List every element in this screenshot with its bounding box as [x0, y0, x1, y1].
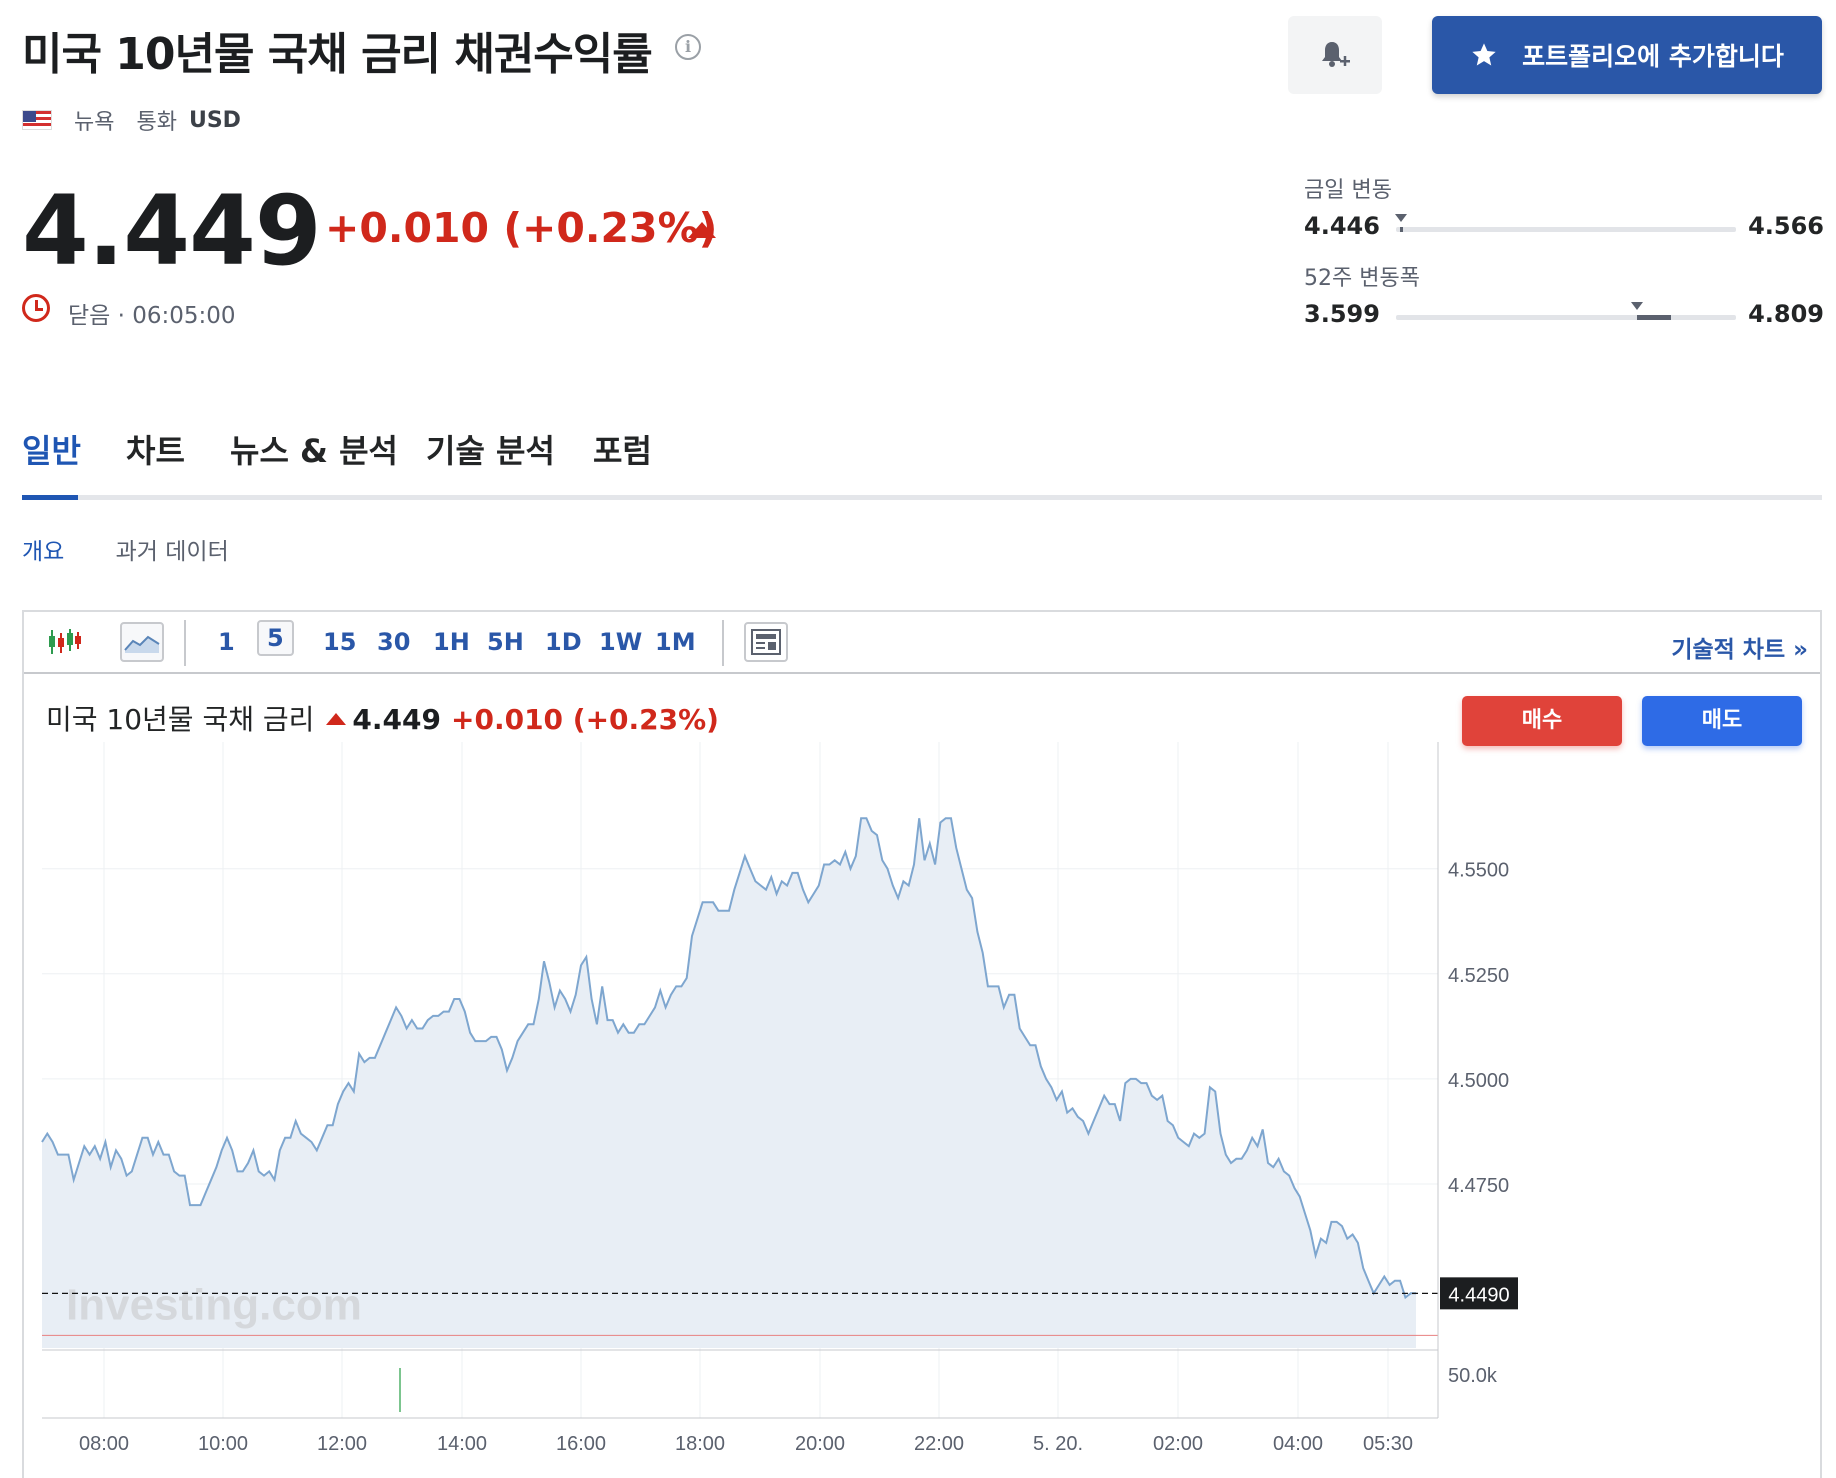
toolbar-separator	[184, 620, 186, 666]
subtab-overview[interactable]: 개요	[22, 539, 65, 565]
x-tick-label: 22:00	[914, 1433, 964, 1455]
star-icon	[1472, 43, 1496, 66]
chart-header: 미국 10년물 국채 금리 4.449 +0.010 (+0.23%)	[46, 698, 719, 738]
x-tick-label: 02:00	[1153, 1433, 1203, 1455]
up-arrow-icon	[688, 222, 716, 238]
info-icon[interactable]: i	[675, 34, 701, 60]
tab-forum[interactable]: 포럼	[593, 432, 652, 470]
add-to-portfolio-label: 포트폴리오에 추가합니다	[1522, 42, 1784, 71]
y-tick-label: 4.4750	[1448, 1175, 1509, 1197]
week52-range-high: 4.809	[1748, 300, 1824, 328]
current-price-label: 4.4490	[1448, 1284, 1509, 1306]
week52-range-fill	[1637, 315, 1671, 320]
last-price: 4.449	[22, 175, 322, 287]
interval-5h[interactable]: 5H	[487, 628, 524, 656]
x-tick-label: 10:00	[198, 1433, 248, 1455]
page-title: 미국 10년물 국채 금리 채권수익률	[22, 29, 653, 80]
up-arrow-icon	[326, 713, 347, 725]
day-range-marker	[1395, 214, 1407, 222]
interval-1m[interactable]: 1M	[655, 628, 696, 656]
price-chart[interactable]: Investing.com 4.4490 4.5500 4.5250 4.5000 4.4…	[24, 612, 1822, 1478]
sub-tabs: 개요 과거 데이터	[22, 532, 273, 566]
currency-label: 통화	[136, 110, 177, 135]
price-change: +0.010 (+0.23%)	[325, 204, 718, 252]
chart-toolbar: 1 5 15 30 1H 5H 1D 1W 1M 기술적 차트 »	[24, 612, 1820, 674]
x-tick-label: 16:00	[556, 1433, 606, 1455]
day-range-high: 4.566	[1748, 212, 1824, 240]
y-tick-label: 4.5000	[1448, 1070, 1509, 1092]
day-range-fill	[1400, 227, 1403, 232]
bell-plus-icon	[1322, 42, 1350, 67]
week52-range: 52주 변동폭 3.599 4.809	[1304, 260, 1824, 330]
us-flag-icon	[22, 110, 52, 130]
news-panel-icon[interactable]	[744, 622, 788, 662]
x-tick-label: 20:00	[795, 1433, 845, 1455]
clock-icon	[22, 294, 50, 322]
series-line	[41, 817, 1416, 1300]
day-range: 금일 변동 4.446 4.566	[1304, 172, 1824, 242]
sell-button[interactable]: 매도	[1642, 696, 1802, 746]
x-tick-label: 14:00	[437, 1433, 487, 1455]
market-name: 뉴욕	[74, 110, 115, 135]
subtab-historical-data[interactable]: 과거 데이터	[115, 539, 229, 565]
market-status: 닫음 · 06:05:00	[68, 303, 236, 329]
tab-news-analysis[interactable]: 뉴스 & 분석	[230, 432, 398, 470]
chart-instrument-name: 미국 10년물 국채 금리	[46, 703, 315, 736]
instrument-meta: 뉴욕 통화 USD	[22, 104, 241, 136]
alert-button[interactable]	[1288, 16, 1382, 94]
x-tick-label: 5. 20.	[1033, 1433, 1083, 1455]
y-tick-label: 4.5500	[1448, 860, 1509, 882]
technical-chart-link[interactable]: 기술적 차트 »	[1671, 637, 1808, 663]
day-range-label: 금일 변동	[1304, 178, 1392, 203]
tab-technical-analysis[interactable]: 기술 분석	[426, 432, 555, 470]
x-tick-label: 05:30	[1363, 1433, 1413, 1455]
main-tabs: 일반 차트 뉴스 & 분석 기술 분석 포럼	[22, 420, 1822, 500]
x-tick-label: 04:00	[1273, 1433, 1323, 1455]
interval-1h[interactable]: 1H	[433, 628, 470, 656]
series-area	[42, 818, 1416, 1348]
candlestick-icon[interactable]	[42, 622, 86, 662]
tab-chart[interactable]: 차트	[126, 432, 185, 470]
interval-1d[interactable]: 1D	[545, 628, 582, 656]
area-chart-icon[interactable]	[120, 622, 164, 662]
current-price-box	[1440, 1277, 1518, 1310]
toolbar-separator	[722, 620, 724, 666]
chart-widget: 1 5 15 30 1H 5H 1D 1W 1M 기술적 차트 » 미국 10년…	[22, 610, 1822, 1478]
x-tick-label: 12:00	[317, 1433, 367, 1455]
buy-button[interactable]: 매수	[1462, 696, 1622, 746]
interval-5[interactable]: 5	[257, 620, 294, 656]
x-tick-label: 08:00	[79, 1433, 129, 1455]
week52-range-low: 3.599	[1304, 300, 1380, 328]
week52-range-label: 52주 변동폭	[1304, 266, 1420, 291]
y-tick-label: 4.5250	[1448, 965, 1509, 987]
week52-range-marker	[1631, 302, 1643, 310]
chart-price: 4.449	[352, 703, 441, 736]
interval-30[interactable]: 30	[377, 628, 411, 656]
x-tick-label: 18:00	[675, 1433, 725, 1455]
week52-range-track	[1396, 302, 1736, 320]
volume-tick-label: 50.0k	[1448, 1365, 1498, 1387]
add-to-portfolio-button[interactable]: 포트폴리오에 추가합니다	[1432, 16, 1822, 94]
investing-watermark: Investing.com	[66, 1280, 362, 1329]
day-range-track	[1395, 214, 1736, 232]
tab-general[interactable]: 일반	[22, 432, 81, 470]
interval-1[interactable]: 1	[218, 628, 235, 656]
chart-change: +0.010 (+0.23%)	[451, 703, 719, 736]
day-range-low: 4.446	[1304, 212, 1380, 240]
interval-15[interactable]: 15	[323, 628, 357, 656]
active-tab-indicator	[22, 495, 78, 500]
currency-value: USD	[188, 107, 241, 133]
interval-1w[interactable]: 1W	[599, 628, 643, 656]
